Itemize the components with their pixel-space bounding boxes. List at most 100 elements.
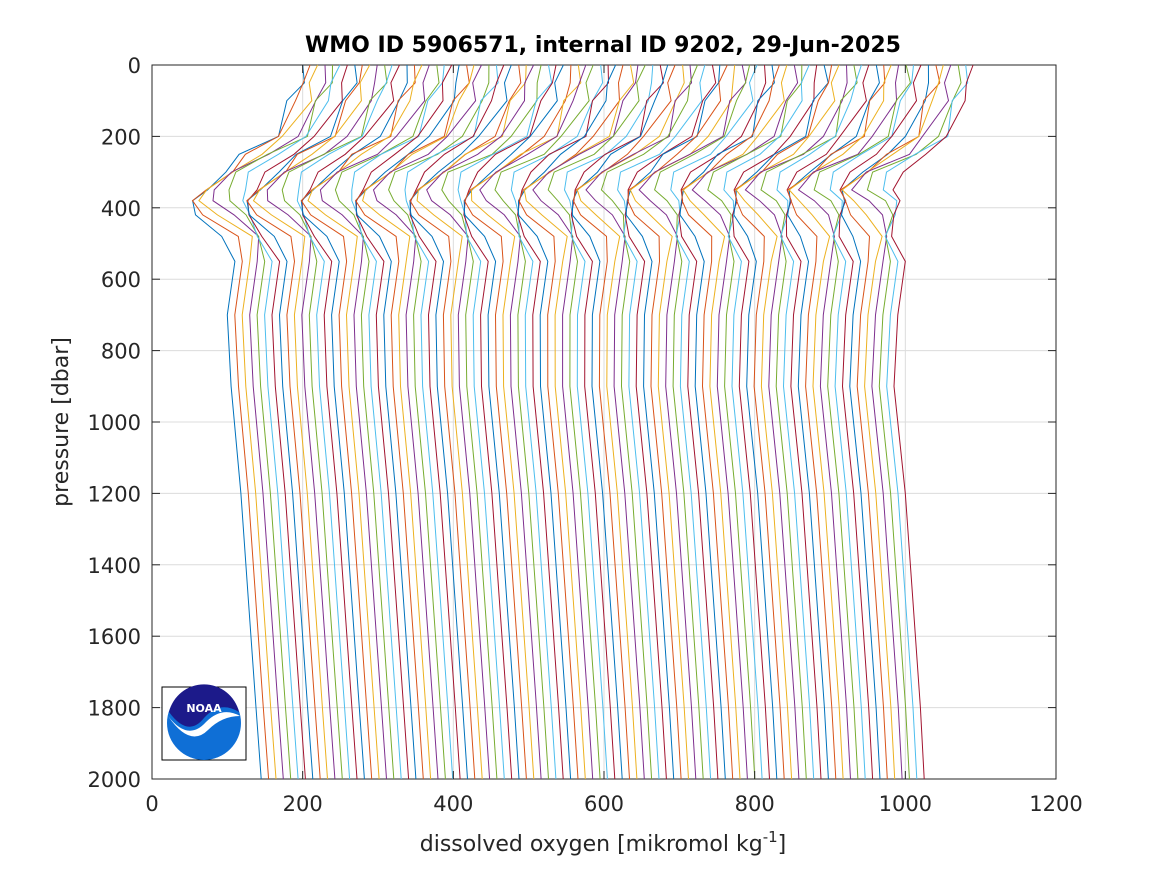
profile-line-23: [355, 64, 470, 780]
profile-line-10: [252, 64, 371, 780]
profile-line-56: [624, 64, 717, 780]
profile-line-22: [355, 64, 460, 780]
profile-line-50: [571, 64, 669, 780]
profile-line-70: [731, 64, 818, 780]
y-tick-label-400: 400: [101, 197, 141, 221]
x-axis-label: dissolved oxygen [mikromol kg-1]: [420, 828, 787, 857]
x-axis-label-superscript: -1: [763, 828, 778, 846]
profile-line-51: [572, 64, 676, 780]
profile-line-79: [787, 64, 886, 780]
profile-line-81: [797, 64, 900, 780]
profile-line-64: [679, 64, 775, 780]
profile-line-35: [463, 64, 557, 780]
profile-line-39: [479, 64, 587, 780]
profile-line-15: [300, 64, 408, 780]
profile-line-42: [517, 64, 610, 780]
profile-line-91: [891, 64, 974, 780]
logo-sky: [169, 684, 239, 727]
profile-line-31: [416, 64, 527, 780]
profile-line-87: [841, 64, 944, 780]
profile-line-47: [547, 64, 646, 780]
chart-title: WMO ID 5906571, internal ID 9202, 29-Jun…: [305, 33, 901, 58]
profile-line-4: [212, 64, 327, 780]
profile-line-73: [735, 64, 840, 780]
profile-line-71: [733, 64, 829, 780]
x-axis-label-tail: ]: [778, 832, 787, 857]
y-tick-label-1800: 1800: [88, 697, 141, 721]
profile-line-90: [882, 64, 969, 780]
profile-line-61: [654, 64, 751, 780]
profile-series: [191, 64, 974, 780]
profile-line-11: [266, 64, 378, 780]
profile-line-8: [246, 64, 358, 780]
profile-line-82: [813, 64, 911, 780]
profile-line-1: [192, 64, 305, 780]
profile-line-38: [470, 64, 582, 780]
profile-line-37: [463, 64, 572, 780]
profile-line-3: [198, 64, 319, 780]
y-tick-label-800: 800: [101, 340, 141, 364]
y-tick-label-1200: 1200: [88, 482, 141, 506]
x-tick-label-200: 200: [283, 792, 323, 816]
y-tick-label-2000: 2000: [88, 768, 141, 792]
profile-line-6: [242, 64, 341, 780]
profile-line-63: [678, 64, 767, 780]
profile-line-17: [307, 64, 423, 780]
profile-line-40: [494, 64, 594, 780]
y-tick-label-1400: 1400: [88, 554, 141, 578]
profile-line-9: [246, 64, 363, 780]
profile-line-65: [681, 64, 780, 780]
axis-ticks: 0 200 400 600 800 1000 1200 0 200 400 600 800 1000 12…: [88, 54, 1083, 816]
logo-bird: [168, 712, 240, 737]
profile-line-53: [585, 64, 693, 780]
profile-line-25: [372, 64, 482, 780]
profile-line-18: [319, 64, 430, 780]
profile-line-49: [570, 64, 664, 780]
profile-line-36: [463, 64, 564, 780]
profile-line-16: [300, 64, 416, 780]
logo-text: NOAA: [186, 702, 222, 715]
profile-line-26: [388, 64, 490, 780]
profile-line-72: [734, 64, 833, 780]
profile-line-86: [839, 64, 941, 780]
profile-line-32: [426, 64, 535, 780]
y-axis-label: pressure [dbar]: [49, 337, 74, 507]
profile-line-85: [840, 64, 930, 780]
profile-line-28: [409, 64, 505, 780]
x-tick-label-800: 800: [735, 792, 775, 816]
profile-line-78: [787, 64, 880, 780]
profile-line-12: [281, 64, 388, 780]
noaa-logo: NOAA: [161, 684, 247, 761]
profile-line-66: [682, 64, 788, 780]
profile-line-58: [627, 64, 728, 780]
profile-line-13: [296, 64, 393, 780]
profile-line-88: [850, 64, 952, 780]
profile-line-57: [625, 64, 721, 780]
profile-line-77: [785, 64, 870, 780]
x-axis-label-main: dissolved oxygen [mikromol kg: [420, 832, 763, 857]
x-tick-label-0: 0: [145, 792, 158, 816]
profile-line-2: [191, 64, 311, 780]
profile-line-19: [334, 64, 440, 780]
profile-line-24: [362, 64, 475, 780]
profile-line-54: [600, 64, 698, 780]
profile-line-67: [691, 64, 799, 780]
profile-line-52: [576, 64, 685, 780]
profile-line-84: [838, 64, 922, 780]
x-tick-label-1000: 1000: [879, 792, 932, 816]
profile-line-46: [532, 64, 639, 780]
profile-line-44: [518, 64, 624, 780]
profile-line-75: [760, 64, 858, 780]
profile-line-74: [744, 64, 848, 780]
y-tick-label-1600: 1600: [88, 625, 141, 649]
profile-line-59: [629, 64, 736, 780]
profile-line-30: [409, 64, 522, 780]
profile-line-43: [517, 64, 617, 780]
profile-line-89: [866, 64, 962, 780]
x-tick-label-600: 600: [584, 792, 624, 816]
y-tick-label-200: 200: [101, 125, 141, 149]
x-tick-label-1200: 1200: [1029, 792, 1082, 816]
profile-line-45: [523, 64, 635, 780]
y-tick-label-1000: 1000: [88, 411, 141, 435]
